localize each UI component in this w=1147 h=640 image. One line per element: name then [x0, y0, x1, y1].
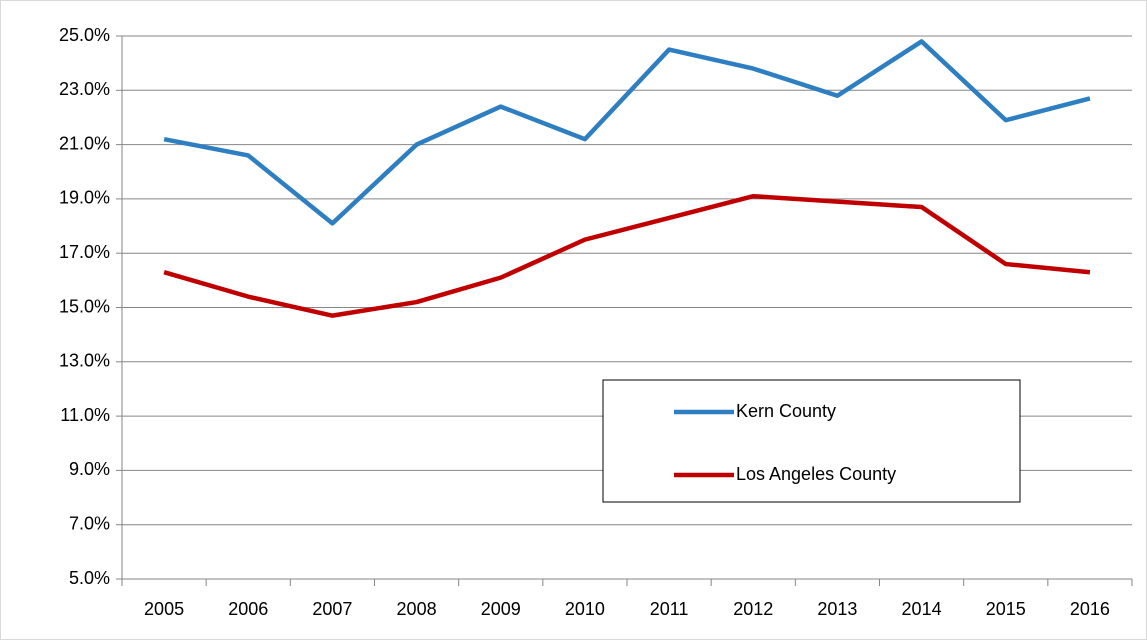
- series-line: [163, 39, 1091, 226]
- legend-label: Los Angeles County: [736, 464, 896, 484]
- x-tick-label: 2010: [565, 599, 605, 619]
- y-tick-label: 21.0%: [59, 133, 110, 153]
- x-tick-label: 2008: [397, 599, 437, 619]
- x-tick-label: 2016: [1070, 599, 1110, 619]
- x-tick-label: 2005: [144, 599, 184, 619]
- x-tick-label: 2006: [228, 599, 268, 619]
- y-tick-label: 25.0%: [59, 25, 110, 45]
- y-tick-label: 13.0%: [59, 351, 110, 371]
- series-line: [163, 193, 1091, 318]
- x-tick-label: 2007: [312, 599, 352, 619]
- y-tick-label: 17.0%: [59, 242, 110, 262]
- x-tick-label: 2012: [733, 599, 773, 619]
- legend-label: Kern County: [736, 401, 836, 421]
- y-tick-label: 7.0%: [69, 513, 110, 533]
- y-tick-label: 5.0%: [69, 568, 110, 588]
- y-tick-label: 11.0%: [60, 405, 110, 425]
- x-tick-label: 2011: [650, 599, 689, 619]
- y-tick-label: 9.0%: [69, 459, 110, 479]
- x-tick-label: 2015: [986, 599, 1026, 619]
- x-tick-label: 2013: [817, 599, 857, 619]
- y-tick-label: 15.0%: [59, 296, 110, 316]
- x-tick-label: 2009: [481, 599, 521, 619]
- y-tick-label: 23.0%: [59, 79, 110, 99]
- legend-box: [602, 379, 1021, 503]
- y-tick-label: 19.0%: [59, 188, 110, 208]
- x-tick-label: 2014: [902, 599, 942, 619]
